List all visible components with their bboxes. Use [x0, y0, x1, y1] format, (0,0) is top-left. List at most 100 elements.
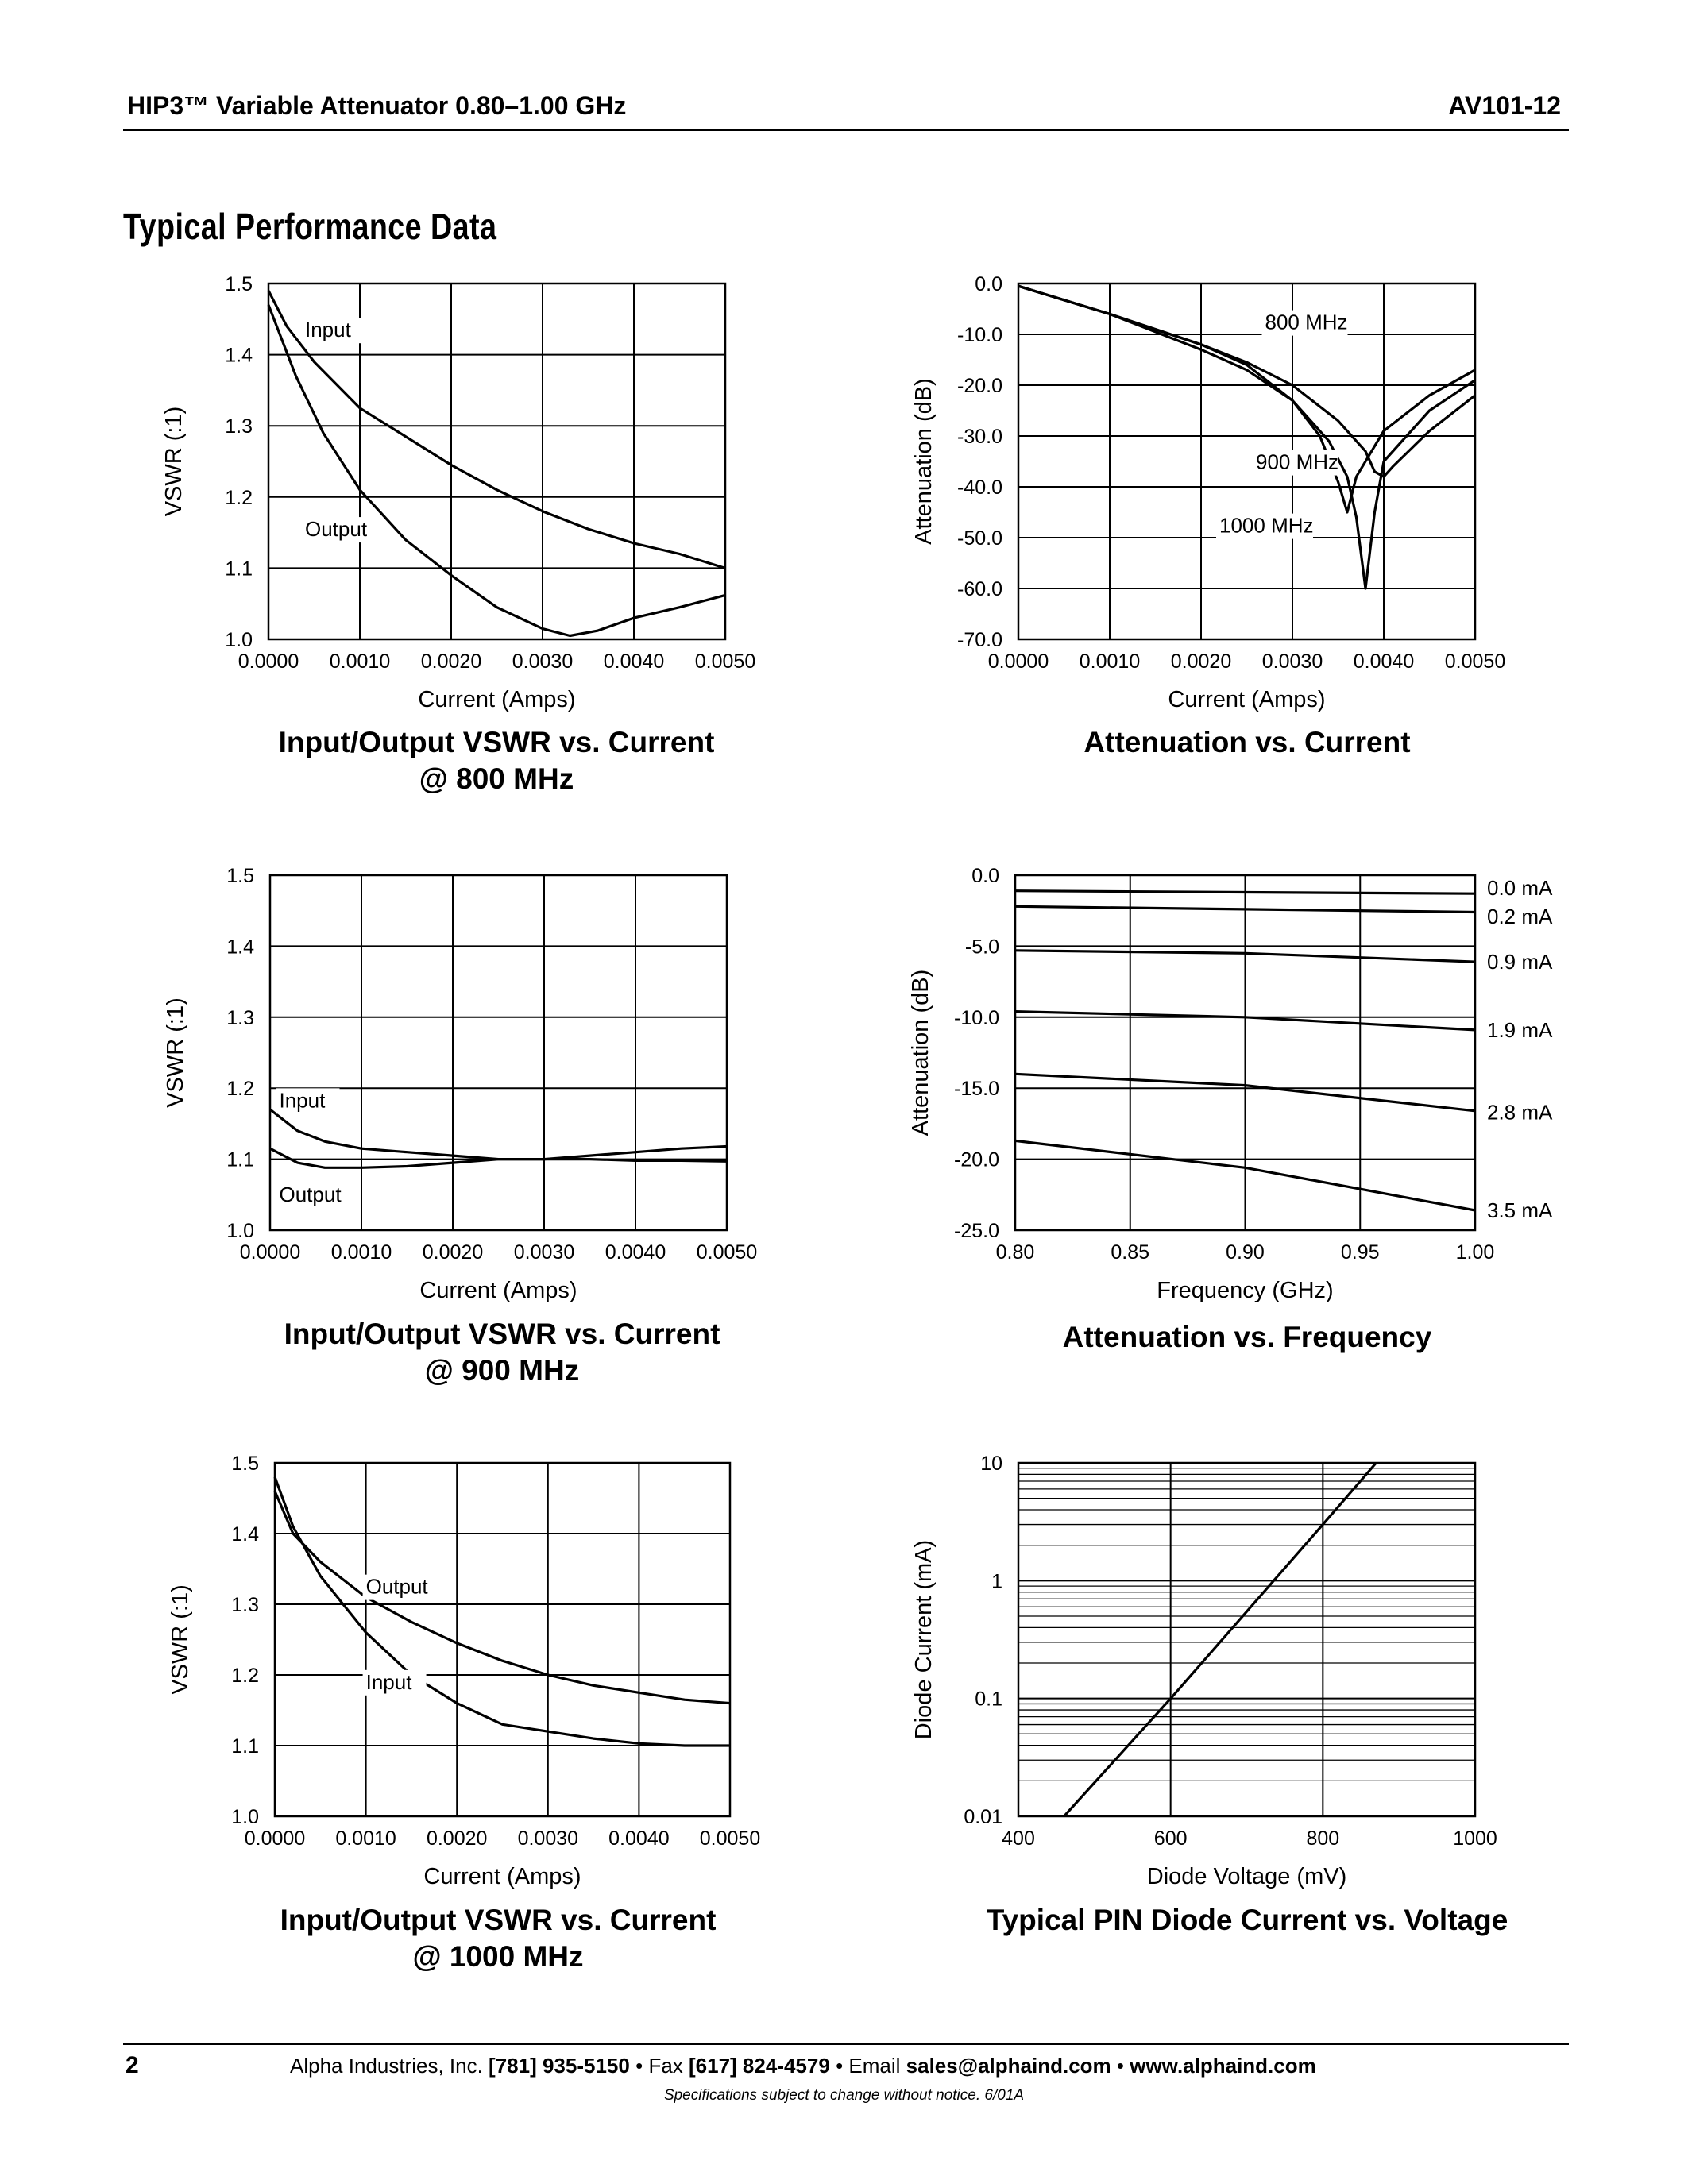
- y-axis-label: Attenuation (dB): [908, 970, 933, 1136]
- series-line: [1014, 905, 1476, 914]
- series-line: [1014, 949, 1476, 963]
- x-tick-label: 0.0030: [514, 1241, 574, 1264]
- series-line: [267, 304, 726, 638]
- label-backdrop: [362, 1574, 438, 1600]
- y-tick-label: 0.0: [971, 865, 999, 887]
- y-tick-label: 1.0: [226, 1220, 254, 1242]
- series-line: [1014, 889, 1476, 895]
- y-tick-label: 1.3: [231, 1594, 259, 1616]
- label-backdrop: [302, 517, 377, 543]
- series-label: Input: [305, 318, 352, 341]
- section-title: Typical Performance Data: [123, 206, 497, 247]
- series-label: Input: [280, 1088, 326, 1112]
- y-axis-label: Attenuation (dB): [911, 378, 937, 545]
- plot-frame: [267, 282, 727, 641]
- x-tick-label: 0.0020: [1171, 650, 1231, 673]
- series-label: 0.0 mA: [1487, 876, 1553, 900]
- x-axis-label: Current (Amps): [418, 687, 575, 712]
- x-tick-label: 0.0000: [238, 650, 299, 673]
- label-backdrop: [1261, 310, 1348, 336]
- y-tick-label: -20.0: [954, 1149, 999, 1171]
- plot-frame: [273, 1461, 732, 1818]
- series-label: Input: [366, 1670, 413, 1694]
- separator: •: [1116, 2054, 1124, 2078]
- label-backdrop: [362, 1669, 427, 1696]
- email-link[interactable]: sales@alphaind.com: [906, 2054, 1111, 2078]
- specifications-note: Specifications subject to change without…: [663, 2087, 1025, 2104]
- x-tick-label: 0.80: [996, 1241, 1035, 1264]
- label-backdrop: [276, 1088, 340, 1114]
- series-label: 0.2 mA: [1487, 905, 1553, 928]
- y-tick-label: -60.0: [957, 578, 1002, 600]
- series-label: Output: [280, 1183, 342, 1206]
- x-tick-label: 0.0010: [331, 1241, 392, 1264]
- x-tick-label: 0.0020: [423, 1241, 483, 1264]
- x-tick-label: 0.0020: [421, 650, 481, 673]
- x-axis-label: Current (Amps): [419, 1278, 577, 1303]
- page-number: 2: [126, 2052, 139, 2078]
- website-link[interactable]: www.alphaind.com: [1130, 2054, 1316, 2078]
- y-tick-label: -20.0: [957, 375, 1002, 397]
- caption-vswr-1000mhz: Input/Output VSWR vs. Current @ 1000 MHz: [180, 1902, 816, 1975]
- y-axis-label: Diode Current (mA): [911, 1540, 937, 1739]
- caption-attenuation-vs-current: Attenuation vs. Current: [929, 724, 1565, 761]
- caption-vswr-800mhz: Input/Output VSWR vs. Current @ 800 MHz: [179, 724, 814, 797]
- series-label: 900 MHz: [1256, 450, 1338, 474]
- y-axis-label: VSWR (:1): [163, 997, 188, 1108]
- y-tick-label: 1.3: [225, 415, 253, 438]
- caption-line: @ 900 MHz: [424, 1354, 580, 1387]
- x-tick-label: 0.0050: [697, 1241, 757, 1264]
- x-tick-label: 800: [1306, 1827, 1339, 1850]
- x-tick-label: 0.0040: [1354, 650, 1414, 673]
- y-axis-label: VSWR (:1): [168, 1584, 193, 1695]
- x-tick-label: 0.0040: [604, 650, 664, 673]
- x-tick-label: 600: [1154, 1827, 1188, 1850]
- y-tick-label: 1.2: [231, 1665, 259, 1687]
- y-tick-label: 0.1: [975, 1688, 1002, 1711]
- series-label: Output: [366, 1575, 429, 1599]
- x-axis-label: Frequency (GHz): [1157, 1278, 1333, 1303]
- x-tick-label: 0.0040: [605, 1241, 666, 1264]
- series-label: 3.5 mA: [1487, 1198, 1553, 1222]
- plot-frame: [268, 874, 728, 1232]
- x-tick-label: 0.0000: [245, 1827, 305, 1850]
- x-tick-label: 0.0010: [335, 1827, 396, 1850]
- x-tick-label: 0.0040: [608, 1827, 669, 1850]
- footer-contact: Alpha Industries, Inc. [781] 935-5150 • …: [290, 2054, 1316, 2078]
- footer-rule: [123, 2043, 1569, 2045]
- plot-frame: [1017, 1461, 1477, 1818]
- y-tick-label: 1.4: [231, 1523, 259, 1545]
- caption-line: Attenuation vs. Current: [1083, 726, 1411, 758]
- label-backdrop: [1253, 450, 1338, 476]
- y-tick-label: 0.0: [975, 273, 1002, 295]
- y-tick-label: 1.0: [225, 629, 253, 651]
- series-line: [1014, 1139, 1476, 1212]
- x-tick-label: 400: [1002, 1827, 1035, 1850]
- x-tick-label: 0.0050: [1445, 650, 1505, 673]
- series-line: [1063, 1461, 1377, 1818]
- x-tick-label: 0.0010: [330, 650, 390, 673]
- x-tick-label: 0.0010: [1080, 650, 1140, 673]
- email-label: Email: [848, 2054, 901, 2078]
- y-tick-label: -50.0: [957, 527, 1002, 550]
- separator: •: [836, 2054, 844, 2078]
- y-tick-label: -40.0: [957, 477, 1002, 499]
- x-tick-label: 0.0030: [1262, 650, 1323, 673]
- x-tick-label: 0.0000: [240, 1241, 300, 1264]
- caption-line: Input/Output VSWR vs. Current: [280, 1904, 717, 1936]
- series-line: [267, 290, 726, 569]
- y-tick-label: -10.0: [954, 1007, 999, 1029]
- x-tick-label: 1000: [1453, 1827, 1497, 1850]
- x-axis-label: Current (Amps): [423, 1864, 581, 1889]
- series-line: [273, 1476, 730, 1747]
- separator: •: [635, 2054, 643, 2078]
- caption-vswr-900mhz: Input/Output VSWR vs. Current @ 900 MHz: [184, 1316, 820, 1389]
- x-tick-label: 0.90: [1226, 1241, 1265, 1264]
- series-label: 2.8 mA: [1487, 1101, 1553, 1125]
- caption-line: @ 1000 MHz: [412, 1940, 584, 1973]
- y-tick-label: -15.0: [954, 1078, 999, 1100]
- series-line: [1014, 1010, 1476, 1032]
